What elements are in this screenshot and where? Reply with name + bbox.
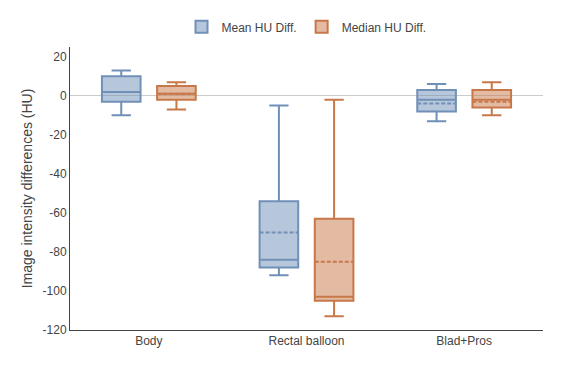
svg-text:Body: Body <box>135 334 162 348</box>
svg-text:-80: -80 <box>49 245 67 259</box>
svg-text:-100: -100 <box>43 284 67 298</box>
svg-text:Image intensity differences (H: Image intensity differences (HU) <box>19 89 35 289</box>
svg-text:-40: -40 <box>49 167 67 181</box>
svg-text:-120: -120 <box>43 323 67 337</box>
svg-text:0: 0 <box>60 89 67 103</box>
svg-text:Rectal balloon: Rectal balloon <box>268 334 344 348</box>
svg-text:-60: -60 <box>49 206 67 220</box>
svg-text:Median HU Diff.: Median HU Diff. <box>342 21 426 35</box>
svg-text:20: 20 <box>53 50 67 64</box>
svg-text:Mean HU Diff.: Mean HU Diff. <box>222 21 297 35</box>
svg-text:Blad+Pros: Blad+Pros <box>436 334 492 348</box>
svg-text:-20: -20 <box>49 128 67 142</box>
